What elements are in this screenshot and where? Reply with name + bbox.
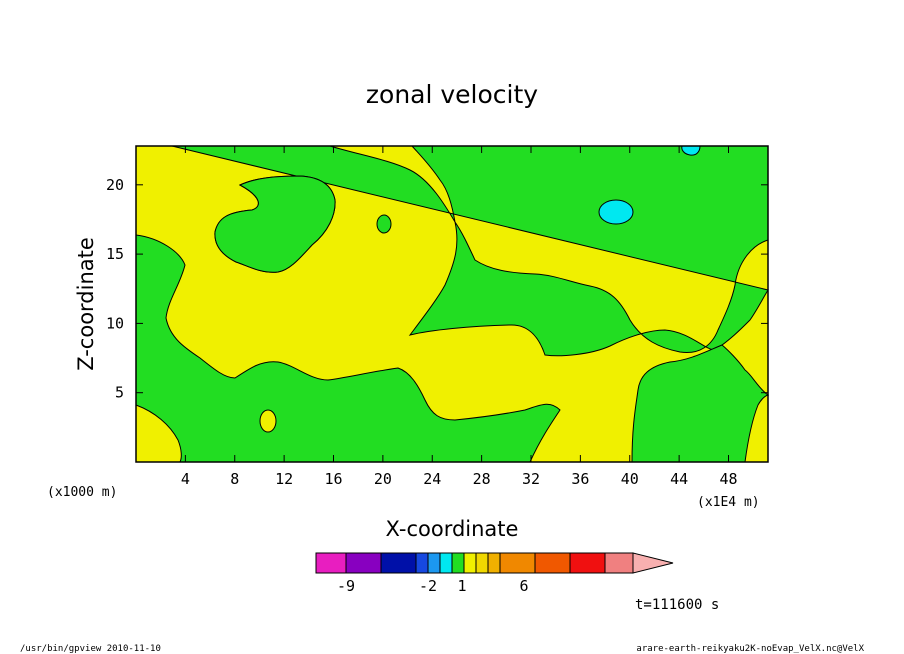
region-green-top — [171, 145, 769, 357]
colorbar-swatch — [487, 552, 501, 574]
colorbar-label: 6 — [519, 577, 528, 595]
region-yellow-lower-left — [135, 404, 182, 463]
x-tick-label: 16 — [324, 470, 342, 488]
x-tick-label: 20 — [374, 470, 392, 488]
footer-right: arare-earth-reikyaku2K-noEvap_VelX.nc@Ve… — [636, 644, 864, 654]
colorbar-swatch — [427, 552, 441, 574]
colorbar-swatch — [439, 552, 453, 574]
chart-title: zonal velocity — [366, 80, 538, 109]
colorbar-swatch — [345, 552, 382, 574]
region-green-lower-right — [631, 344, 770, 463]
x-axis-ticks: 4 8 12 16 20 24 28 32 36 40 44 48 — [181, 146, 738, 488]
x-tick-label: 24 — [423, 470, 441, 488]
colorbar-swatch — [475, 552, 489, 574]
x-tick-label: 28 — [473, 470, 491, 488]
x-tick-label: 32 — [522, 470, 540, 488]
colorbar-swatch — [415, 552, 429, 574]
colorbar-swatch — [569, 552, 606, 574]
colorbar-swatch — [451, 552, 465, 574]
colorbar-swatch — [315, 552, 347, 574]
x-tick-label: 12 — [275, 470, 293, 488]
y-axis-ticks: 5 10 15 20 — [106, 176, 768, 402]
region-cyan-top — [681, 145, 701, 156]
plot-frame — [135, 145, 769, 463]
x-axis-label: X-coordinate — [386, 517, 519, 541]
region-green-left — [135, 234, 561, 463]
region-green-island — [214, 175, 336, 273]
x-tick-label: 4 — [181, 470, 190, 488]
x-units-right: (x1E4 m) — [697, 495, 760, 510]
x-tick-label: 44 — [670, 470, 688, 488]
footer-left: /usr/bin/gpview 2010-11-10 — [20, 644, 161, 654]
x-units-left: (x1000 m) — [47, 485, 117, 500]
colorbar: -9 -2 1 6 — [315, 552, 674, 595]
colorbar-arrow — [632, 552, 674, 574]
colorbar-swatch — [604, 552, 634, 574]
y-tick-label: 10 — [106, 314, 124, 332]
plot-area — [135, 145, 770, 463]
colorbar-swatch — [499, 552, 536, 574]
colorbar-swatch — [534, 552, 571, 574]
x-tick-label: 40 — [621, 470, 639, 488]
colorbar-swatch — [380, 552, 417, 574]
x-tick-label: 8 — [230, 470, 239, 488]
colorbar-label: 1 — [457, 577, 466, 595]
x-tick-label: 48 — [719, 470, 737, 488]
y-axis-label: Z-coordinate — [74, 237, 98, 371]
region-green-small — [376, 214, 392, 234]
x-tick-label: 36 — [571, 470, 589, 488]
y-tick-label: 15 — [106, 245, 124, 263]
time-label: t=111600 s — [635, 597, 719, 613]
colorbar-label: -2 — [419, 577, 437, 595]
colorbar-swatch — [463, 552, 477, 574]
region-cyan-blob — [598, 199, 634, 225]
y-tick-label: 20 — [106, 176, 124, 194]
y-tick-label: 5 — [115, 384, 124, 402]
region-yellow-small-lower — [259, 409, 277, 433]
colorbar-label: -9 — [337, 577, 355, 595]
